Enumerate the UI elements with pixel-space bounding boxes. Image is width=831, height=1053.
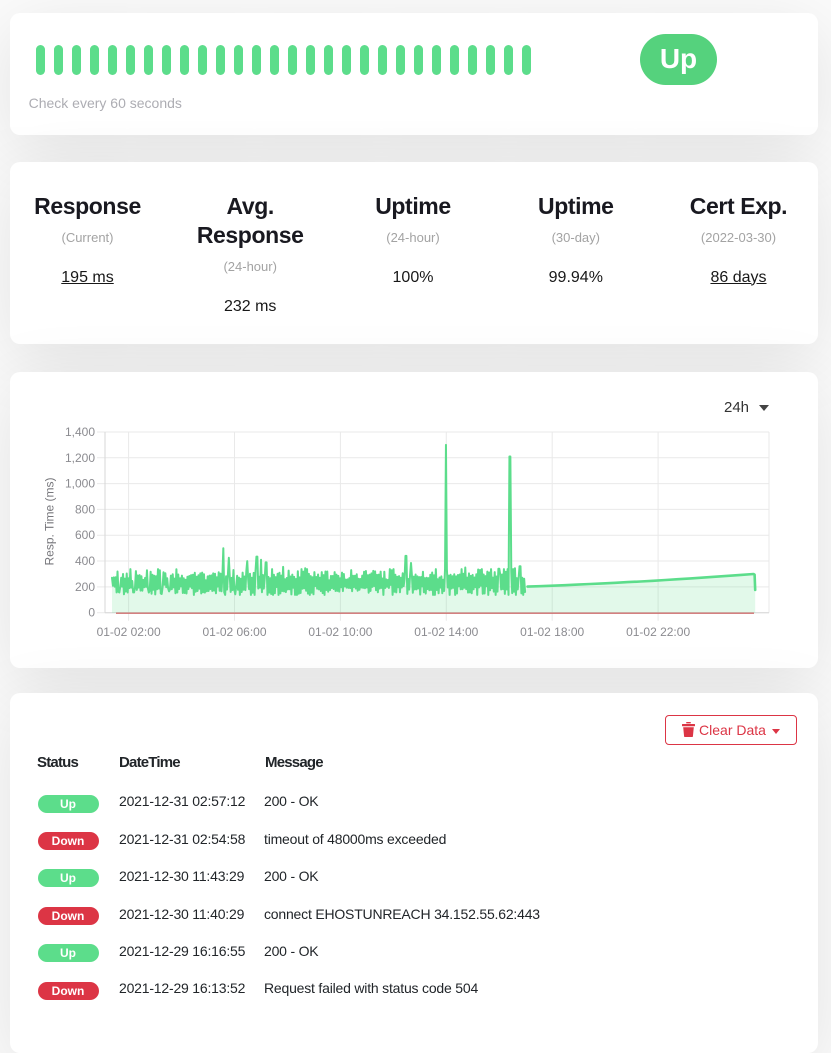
svg-text:800: 800 [75,502,95,516]
svg-text:200: 200 [75,580,95,594]
svg-text:01-02 14:00: 01-02 14:00 [414,625,478,639]
svg-text:01-02 06:00: 01-02 06:00 [202,625,266,639]
svg-text:Resp. Time (ms): Resp. Time (ms) [43,477,57,565]
svg-text:1,400: 1,400 [65,425,95,439]
svg-text:1,200: 1,200 [65,451,95,465]
svg-text:0: 0 [88,606,95,620]
svg-text:1,000: 1,000 [65,477,95,491]
svg-text:400: 400 [75,554,95,568]
svg-text:01-02 22:00: 01-02 22:00 [626,625,690,639]
svg-text:600: 600 [75,528,95,542]
svg-text:01-02 10:00: 01-02 10:00 [308,625,372,639]
svg-text:01-02 18:00: 01-02 18:00 [520,625,584,639]
svg-text:01-02 02:00: 01-02 02:00 [97,625,161,639]
